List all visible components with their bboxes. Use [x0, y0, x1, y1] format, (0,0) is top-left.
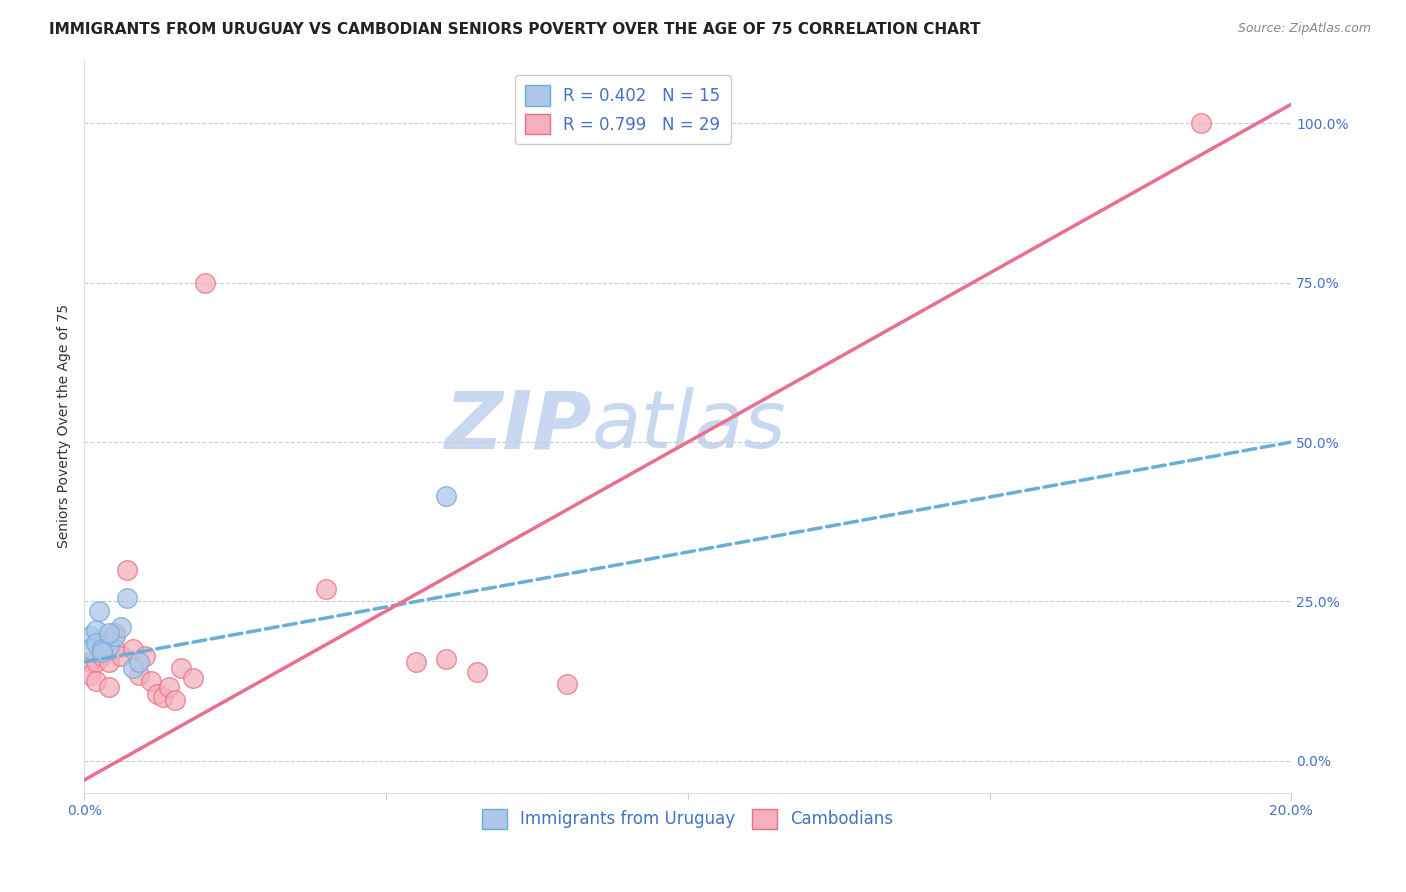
Point [181, 671, 204, 685]
Point [91, 648, 114, 663]
Point [97, 681, 120, 695]
Point [436, 489, 458, 503]
Point [79, 667, 101, 681]
Point [91, 645, 114, 659]
Point [86, 636, 108, 650]
Point [146, 687, 169, 701]
Point [110, 648, 132, 663]
Y-axis label: Seniors Poverty Over the Age of 75: Seniors Poverty Over the Age of 75 [58, 304, 72, 549]
Point [555, 677, 578, 691]
Point [121, 661, 143, 675]
Point [91, 636, 114, 650]
Point [79, 655, 101, 669]
Point [1189, 116, 1212, 130]
Point [89, 604, 111, 618]
Point [139, 674, 162, 689]
Point [194, 276, 217, 290]
Point [86, 623, 108, 637]
Text: IMMIGRANTS FROM URUGUAY VS CAMBODIAN SENIORS POVERTY OVER THE AGE OF 75 CORRELAT: IMMIGRANTS FROM URUGUAY VS CAMBODIAN SEN… [49, 22, 981, 37]
Point [163, 693, 186, 707]
Point [86, 655, 108, 669]
Point [97, 639, 120, 653]
Point [103, 642, 125, 657]
Point [115, 563, 138, 577]
Point [157, 681, 180, 695]
Point [86, 674, 108, 689]
Text: Source: ZipAtlas.com: Source: ZipAtlas.com [1237, 22, 1371, 36]
Point [79, 630, 101, 644]
Point [152, 690, 174, 704]
Point [170, 661, 193, 675]
Point [465, 665, 488, 679]
Point [121, 642, 143, 657]
Point [405, 655, 427, 669]
Point [110, 620, 132, 634]
Point [134, 648, 156, 663]
Point [128, 655, 150, 669]
Point [91, 642, 114, 657]
Point [315, 582, 337, 596]
Point [97, 626, 120, 640]
Point [79, 642, 101, 657]
Point [103, 630, 125, 644]
Point [97, 655, 120, 669]
Text: ZIP: ZIP [444, 387, 592, 465]
Point [115, 591, 138, 606]
Point [128, 667, 150, 681]
Point [103, 626, 125, 640]
Point [436, 652, 458, 666]
Legend: Immigrants from Uruguay, Cambodians: Immigrants from Uruguay, Cambodians [475, 802, 900, 836]
Text: atlas: atlas [592, 387, 786, 465]
